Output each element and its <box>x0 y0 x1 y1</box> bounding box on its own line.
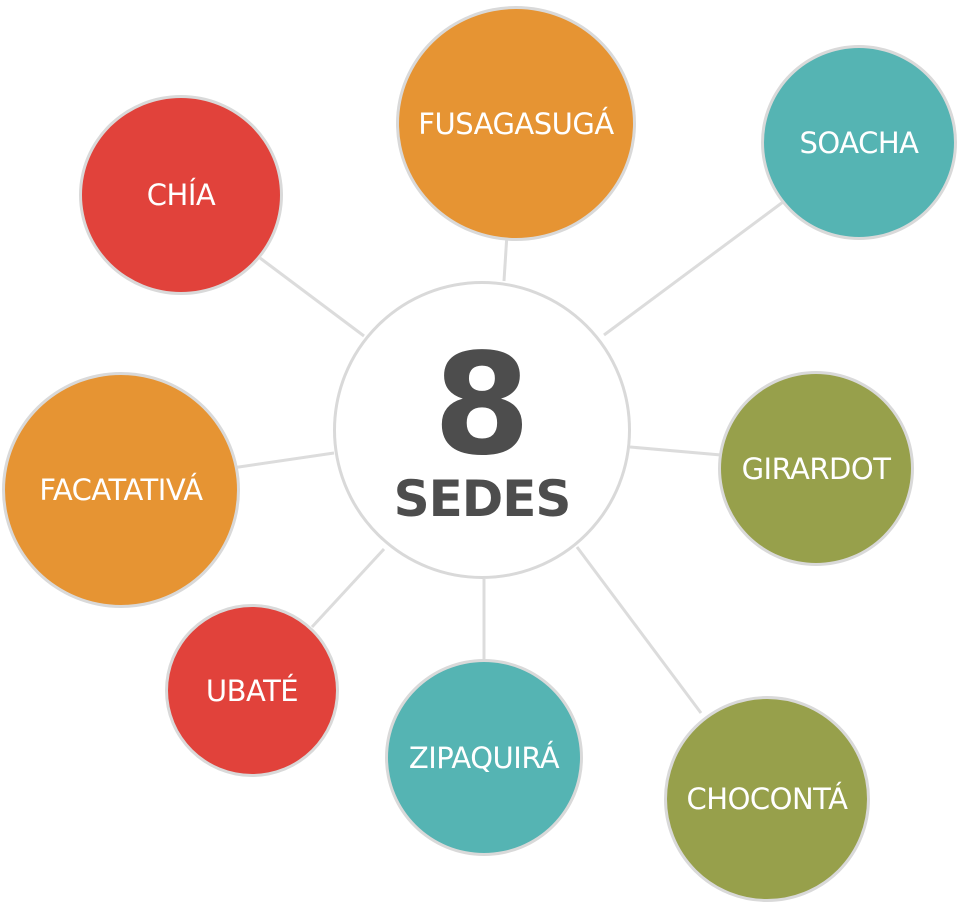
hub-label: SEDES <box>393 470 572 528</box>
sede-label: CHÍA <box>146 178 216 212</box>
spoke-fusagasuga <box>502 233 509 282</box>
sede-soacha: SOACHA <box>761 45 957 240</box>
hub-circle: 8 SEDES <box>333 281 631 579</box>
spoke-soacha <box>603 200 784 337</box>
sede-zipaquira: ZIPAQUIRÁ <box>385 659 583 856</box>
sede-label: ZIPAQUIRÁ <box>408 740 560 775</box>
sede-label: GIRARDOT <box>741 451 891 486</box>
spoke-chia <box>259 256 365 338</box>
sede-label: CHOCONTÁ <box>686 782 848 816</box>
sede-chia: CHÍA <box>79 95 283 295</box>
sede-facatativa: FACATATIVÁ <box>2 372 240 608</box>
spoke-ubate <box>310 547 386 629</box>
spoke-choconta <box>575 546 703 714</box>
sede-ubate: UBATÉ <box>165 604 339 777</box>
sede-label: FACATATIVÁ <box>39 473 203 507</box>
hub-number: 8 <box>433 324 531 487</box>
sede-label: UBATÉ <box>205 673 299 708</box>
spoke-girardot <box>629 445 722 457</box>
sede-choconta: CHOCONTÁ <box>664 696 870 902</box>
sede-fusagasuga: FUSAGASUGÁ <box>396 6 636 241</box>
sede-label: SOACHA <box>799 125 919 160</box>
sede-label: FUSAGASUGÁ <box>418 106 614 141</box>
spoke-facatativa <box>231 451 335 470</box>
sede-girardot: GIRARDOT <box>718 371 914 566</box>
